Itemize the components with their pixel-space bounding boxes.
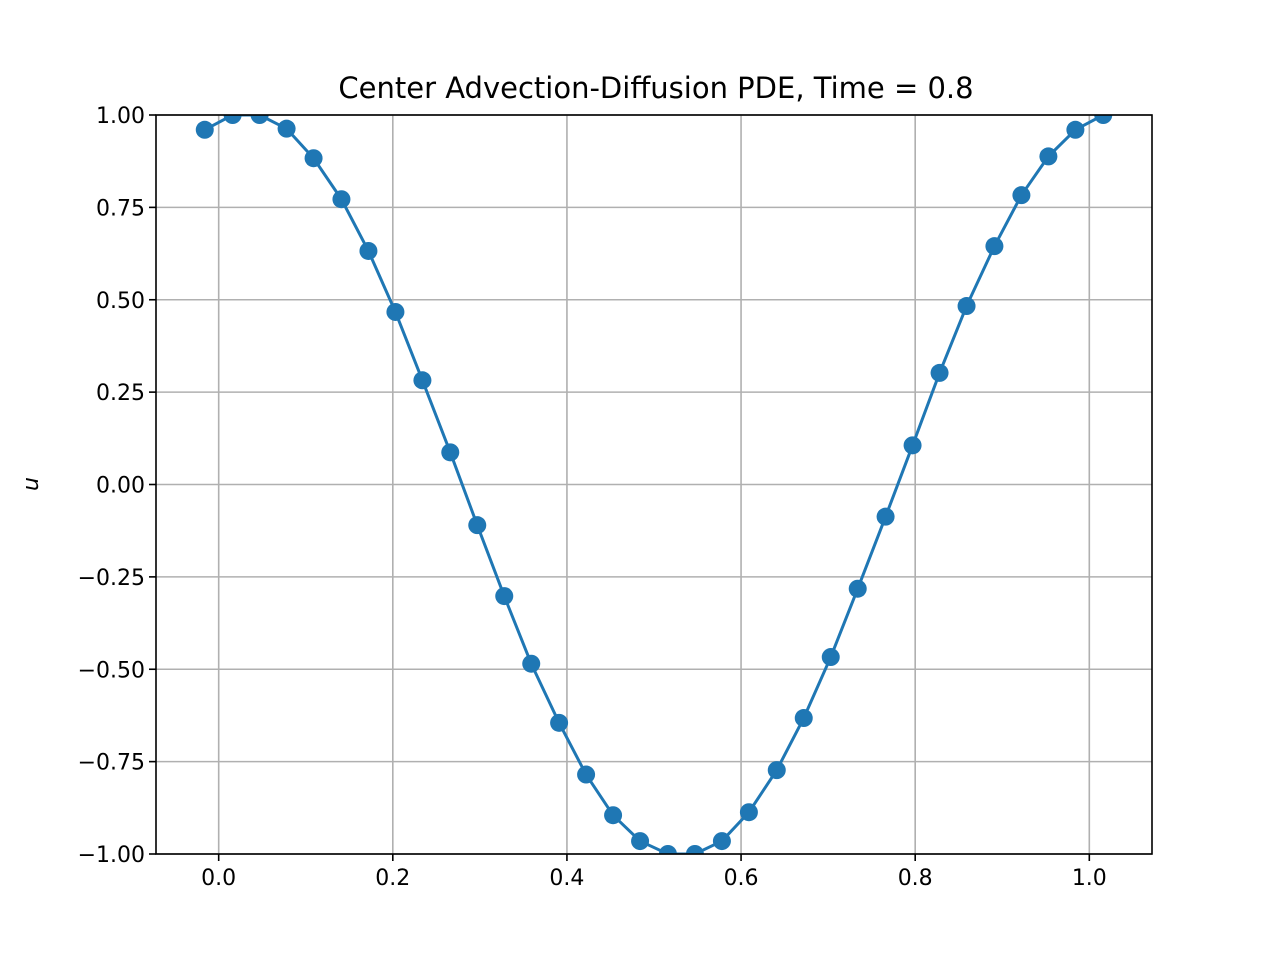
data-point [631, 832, 650, 851]
data-point [195, 120, 214, 139]
data-point [685, 845, 704, 854]
x-tick-label: 0.8 [898, 866, 933, 891]
y-tick-label: −0.50 [78, 658, 145, 683]
data-point [712, 832, 731, 851]
data-point [1066, 120, 1085, 139]
data-point [413, 371, 432, 390]
x-tick-label: 1.0 [1072, 866, 1107, 891]
data-point [794, 709, 813, 728]
y-tick-label: −0.75 [78, 751, 145, 776]
data-point [441, 443, 460, 462]
data-point [250, 115, 269, 124]
data-point [550, 713, 569, 732]
y-tick-label: −1.00 [78, 843, 145, 868]
y-tick-label: 0.00 [96, 474, 145, 499]
y-axis-label: u [19, 477, 44, 491]
x-tick-label: 0.2 [375, 866, 410, 891]
data-point [468, 516, 487, 535]
x-tick-label: 0.4 [549, 866, 584, 891]
data-point [739, 803, 758, 822]
y-tick-label: 0.25 [96, 381, 145, 406]
chart-title: Center Advection-Diffusion PDE, Time = 0… [338, 71, 973, 105]
data-point [386, 302, 405, 321]
data-point [577, 765, 596, 784]
data-point [1012, 186, 1031, 205]
data-point [930, 363, 949, 382]
data-point [876, 507, 895, 526]
data-point [359, 241, 378, 260]
data-point [495, 587, 514, 606]
data-point [604, 806, 623, 825]
data-point [522, 654, 541, 673]
axis-ticks: 0.0 0.2 0.4 0.6 0.8 1.0 1.00 0.75 0.50 0.25 0.00 −0… [78, 104, 1107, 891]
data-series [195, 115, 1113, 854]
data-point [332, 190, 351, 209]
data-point [903, 436, 922, 455]
y-tick-label: −0.25 [78, 566, 145, 591]
data-point [658, 845, 677, 854]
data-point [821, 648, 840, 667]
data-point [848, 579, 867, 598]
data-point [1094, 115, 1113, 124]
y-tick-label: 0.50 [96, 289, 145, 314]
series-line [204, 115, 1104, 854]
y-tick-label: 1.00 [96, 104, 145, 129]
x-tick-label: 0.0 [201, 866, 236, 891]
data-point [985, 237, 1004, 256]
x-tick-label: 0.6 [724, 866, 759, 891]
data-point [277, 119, 296, 138]
data-point [767, 761, 786, 780]
data-point [1039, 147, 1058, 166]
grid [156, 114, 1152, 855]
data-point [304, 149, 323, 168]
data-point [223, 115, 242, 124]
y-tick-label: 0.75 [96, 196, 145, 221]
data-point [957, 297, 976, 316]
